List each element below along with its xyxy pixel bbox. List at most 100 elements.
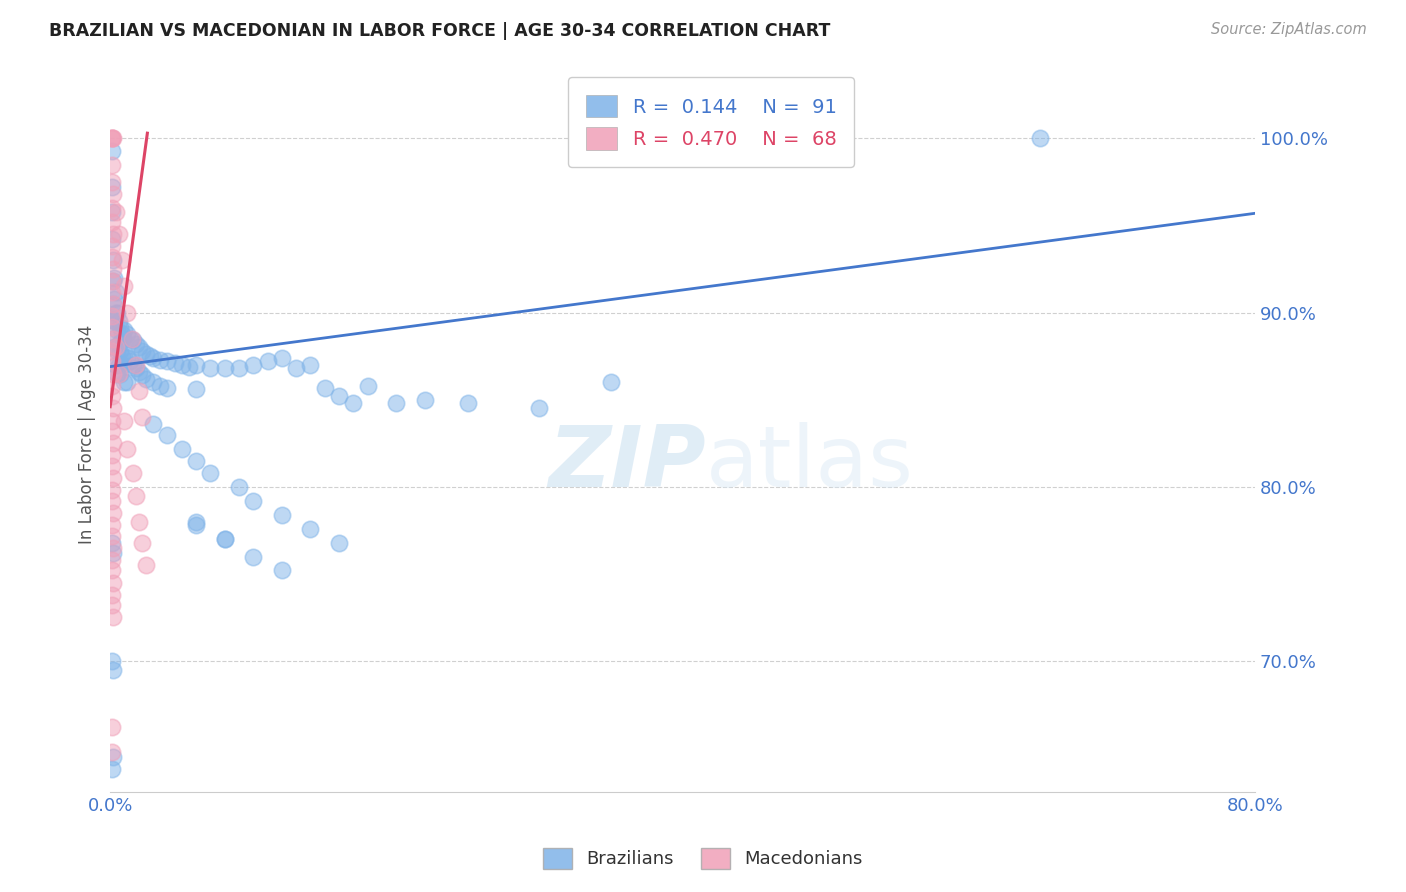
Point	[104, 341, 127, 355]
Point	[413, 392, 436, 407]
Point	[100, 599, 122, 613]
Point	[242, 358, 264, 372]
Point	[128, 365, 150, 379]
Point	[101, 610, 124, 624]
Point	[101, 297, 124, 311]
Point	[100, 762, 122, 776]
Point	[101, 749, 124, 764]
Point	[131, 410, 153, 425]
Point	[170, 442, 193, 456]
Point	[100, 564, 122, 578]
Point	[104, 285, 127, 299]
Point	[101, 575, 124, 590]
Point	[104, 305, 127, 319]
Point	[101, 401, 124, 416]
Point	[184, 515, 207, 529]
Point	[125, 489, 148, 503]
Point	[131, 343, 153, 358]
Point	[107, 358, 129, 372]
Point	[114, 279, 136, 293]
Text: ZIP: ZIP	[548, 422, 706, 505]
Text: atlas: atlas	[706, 422, 914, 505]
Point	[100, 131, 122, 145]
Text: Source: ZipAtlas.com: Source: ZipAtlas.com	[1211, 22, 1367, 37]
Point	[125, 358, 148, 372]
Point	[149, 379, 172, 393]
Point	[101, 436, 124, 450]
Point	[100, 201, 122, 215]
Point	[314, 380, 336, 394]
Point	[100, 144, 122, 158]
Point	[156, 380, 179, 394]
Point	[107, 314, 129, 328]
Point	[135, 372, 157, 386]
Point	[100, 232, 122, 246]
Point	[128, 341, 150, 355]
Point	[342, 396, 364, 410]
Point	[100, 343, 122, 358]
Point	[328, 535, 350, 549]
Point	[101, 262, 124, 277]
Point	[100, 379, 122, 393]
Point	[114, 323, 136, 337]
Point	[100, 518, 122, 533]
Point	[100, 458, 122, 473]
Point	[112, 332, 135, 346]
Point	[108, 343, 131, 358]
Point	[100, 131, 122, 145]
Point	[156, 427, 179, 442]
Point	[100, 493, 122, 508]
Point	[103, 314, 125, 328]
Point	[385, 396, 408, 410]
Point	[100, 588, 122, 602]
Point	[100, 239, 122, 253]
Point	[299, 522, 322, 536]
Point	[600, 376, 623, 390]
Point	[110, 326, 132, 341]
Point	[184, 518, 207, 533]
Point	[100, 157, 122, 171]
Point	[242, 549, 264, 564]
Point	[357, 379, 380, 393]
Point	[117, 351, 139, 365]
Point	[122, 334, 145, 348]
Point	[112, 358, 135, 372]
Point	[101, 312, 124, 326]
Point	[105, 367, 128, 381]
Point	[100, 180, 122, 194]
Point	[108, 319, 131, 334]
Point	[100, 483, 122, 498]
Point	[184, 382, 207, 396]
Point	[100, 285, 122, 299]
Point	[100, 175, 122, 189]
Point	[100, 204, 122, 219]
Point	[299, 358, 322, 372]
Point	[104, 330, 127, 344]
Point	[200, 466, 222, 480]
Point	[100, 309, 122, 323]
Point	[100, 449, 122, 463]
Text: BRAZILIAN VS MACEDONIAN IN LABOR FORCE | AGE 30-34 CORRELATION CHART: BRAZILIAN VS MACEDONIAN IN LABOR FORCE |…	[49, 22, 831, 40]
Point	[170, 358, 193, 372]
Point	[104, 204, 127, 219]
Point	[177, 359, 200, 374]
Point	[110, 349, 132, 363]
Point	[100, 745, 122, 759]
Point	[104, 358, 127, 372]
Point	[131, 368, 153, 383]
Point	[163, 356, 186, 370]
Point	[184, 453, 207, 467]
Point	[142, 376, 165, 390]
Point	[125, 361, 148, 376]
Point	[100, 720, 122, 734]
Y-axis label: In Labor Force | Age 30-34: In Labor Force | Age 30-34	[79, 325, 96, 544]
Point	[139, 349, 162, 363]
Point	[228, 361, 250, 376]
Point	[131, 535, 153, 549]
Point	[110, 253, 132, 268]
Legend: Brazilians, Macedonians: Brazilians, Macedonians	[536, 840, 870, 876]
Point	[101, 297, 124, 311]
Point	[117, 442, 139, 456]
Point	[120, 332, 142, 346]
Point	[101, 187, 124, 202]
